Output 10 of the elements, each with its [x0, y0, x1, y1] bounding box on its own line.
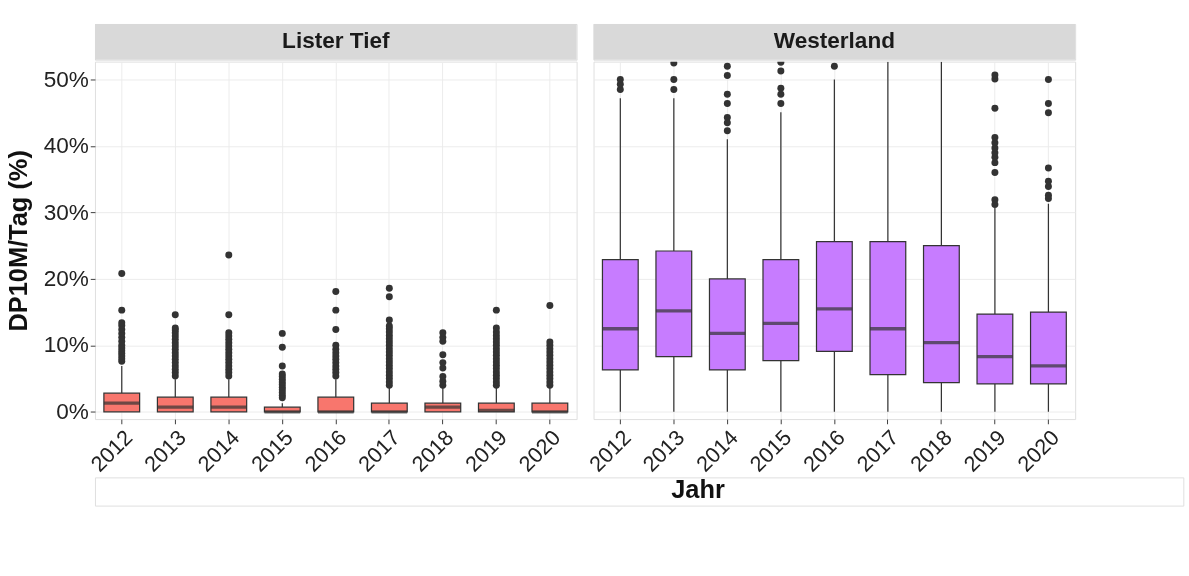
chart-title: Westerland: [773, 28, 895, 54]
y-tick-label: 30%: [43, 199, 89, 225]
y-axis-title: DP10M/Tag (%): [3, 150, 32, 332]
y-tick-label: 50%: [43, 66, 89, 92]
x-axis-title: Jahr: [671, 475, 725, 504]
y-tick-label: 40%: [43, 133, 89, 159]
chart-title: Lister Tief: [282, 28, 391, 54]
y-tick-label: 10%: [43, 332, 89, 358]
y-tick-label: 20%: [43, 265, 89, 291]
y-tick-label: 0%: [56, 398, 89, 424]
